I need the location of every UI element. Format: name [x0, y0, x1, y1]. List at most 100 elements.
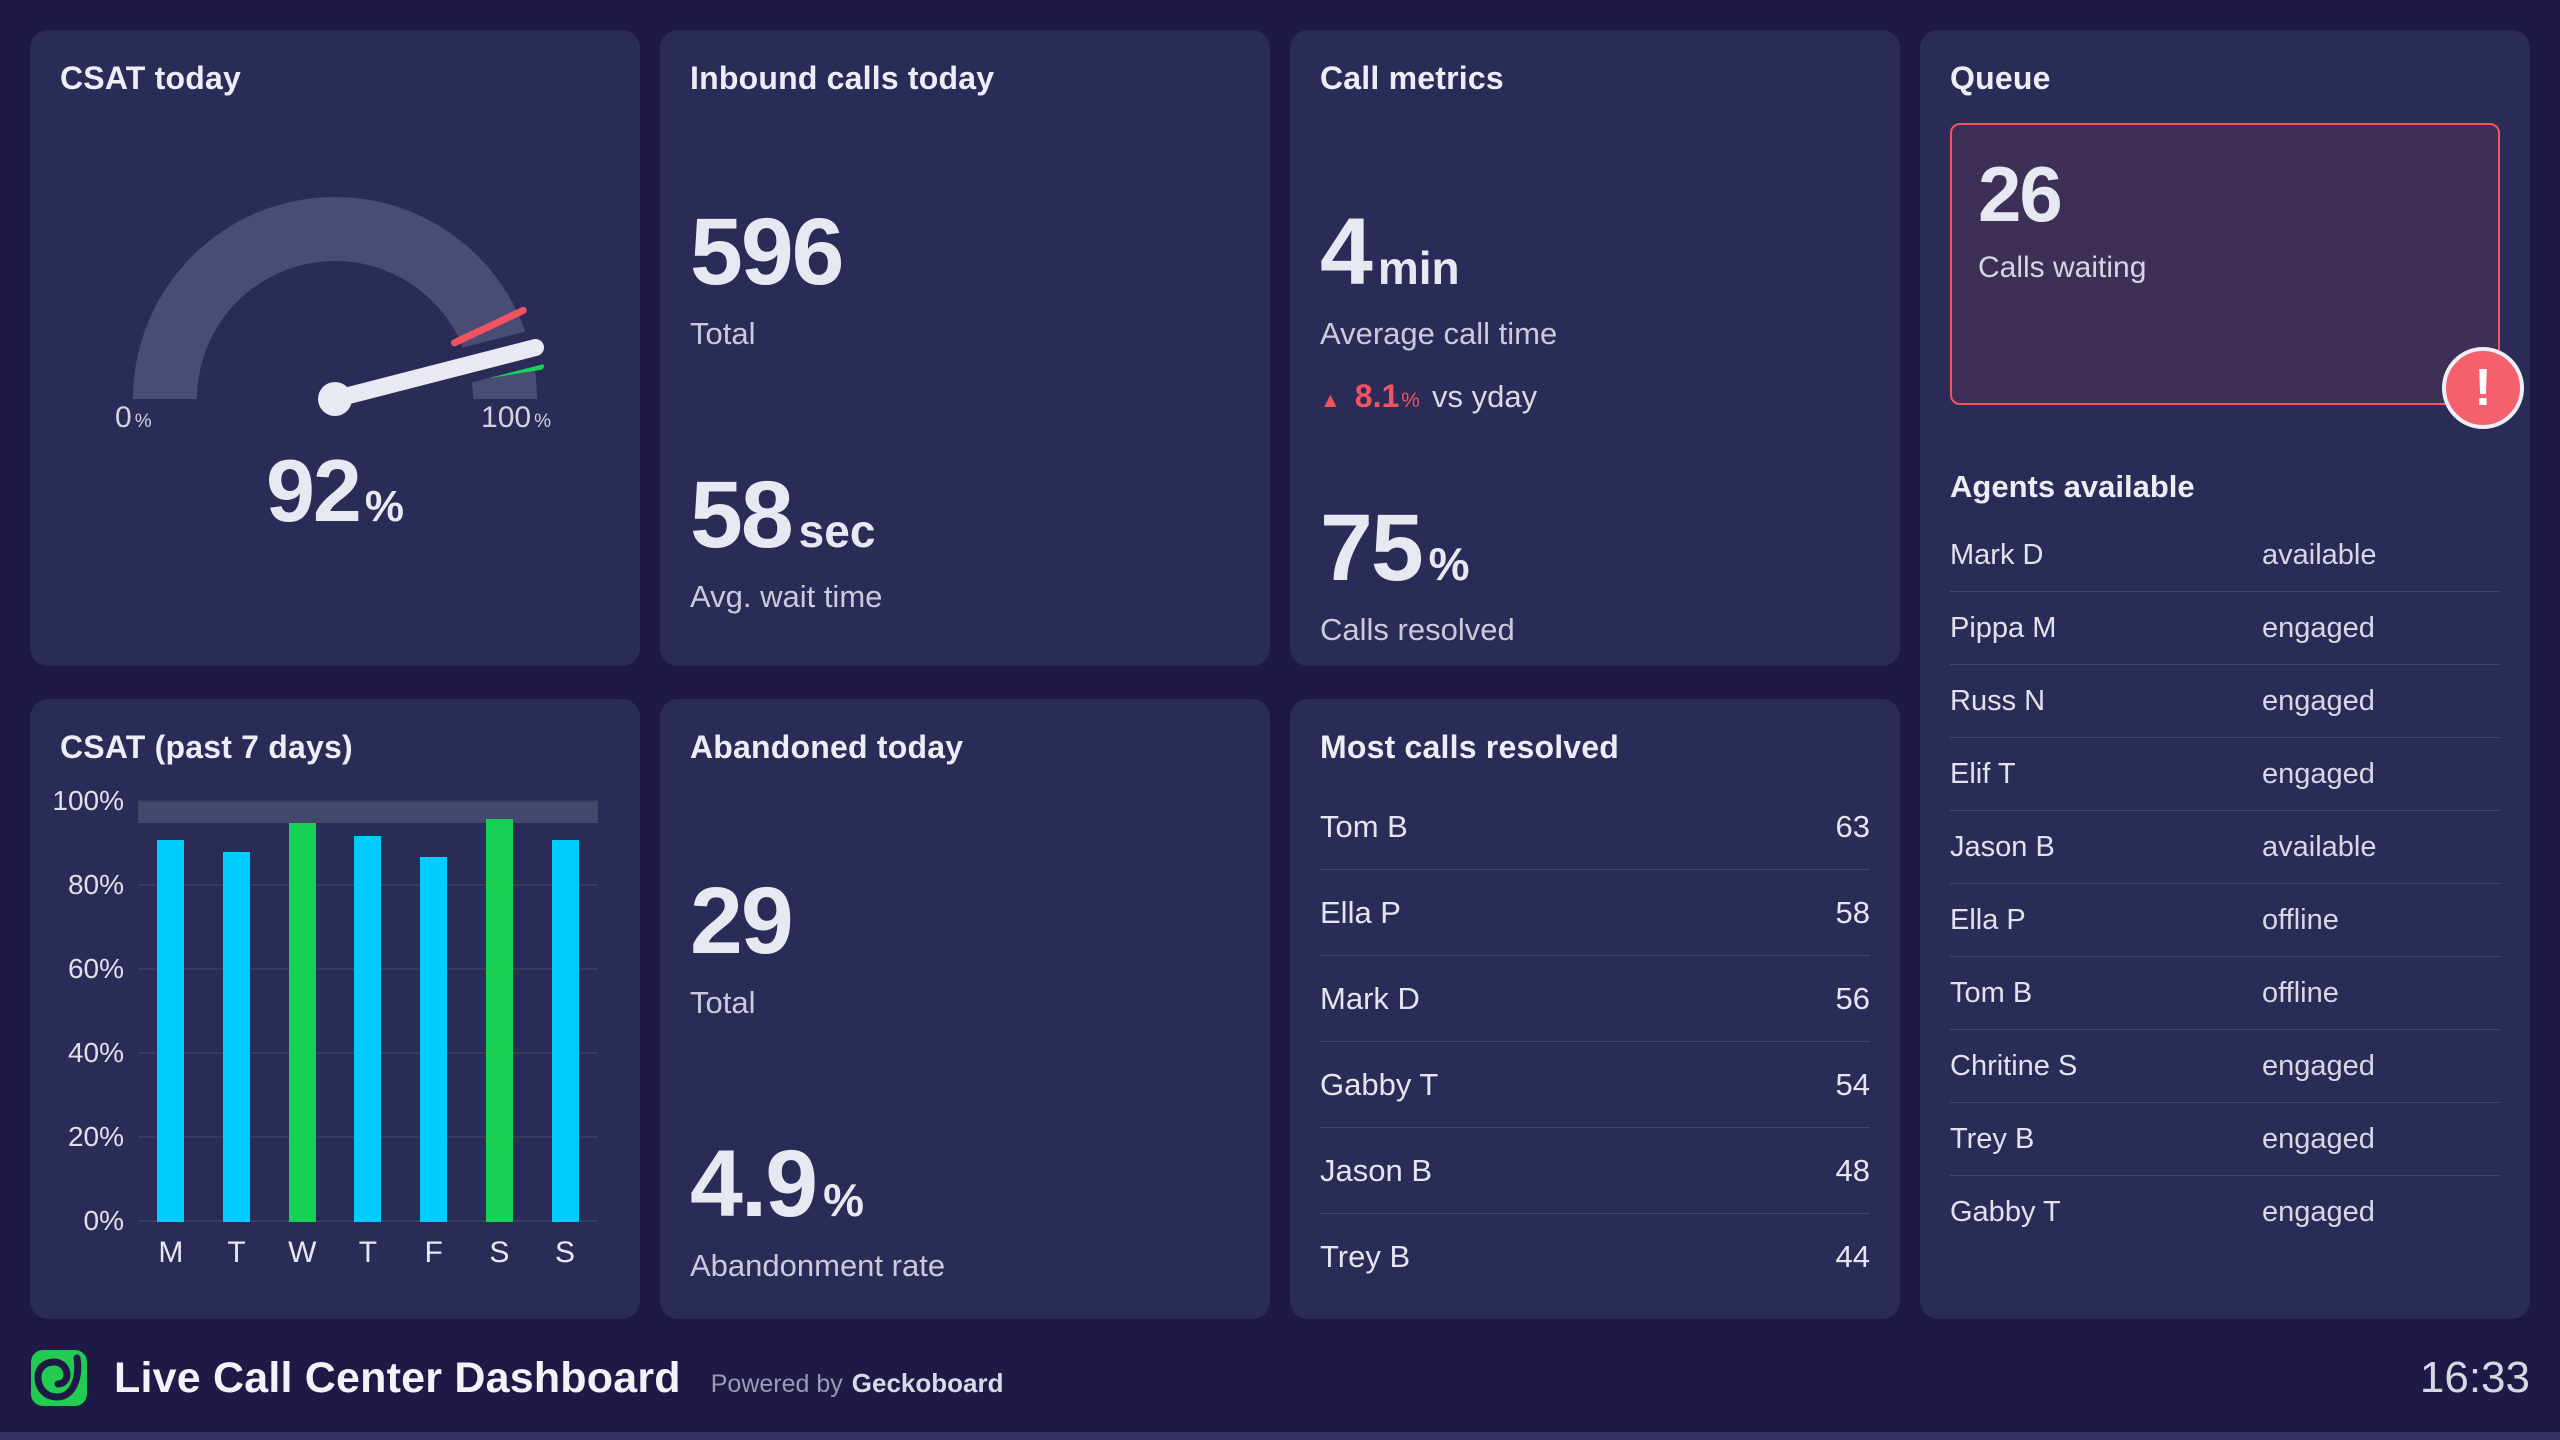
resolved-unit: % [1428, 538, 1470, 590]
bar [288, 823, 316, 1222]
geckoboard-logo-icon [31, 1350, 87, 1406]
y-axis-label: 100% [52, 785, 124, 816]
y-axis-label: 80% [67, 869, 124, 900]
card-title: Inbound calls today [690, 60, 995, 96]
resolved-count: 63 [1835, 808, 1870, 844]
delta-vs-yesterday: ▲ 8.1 % vs yday [1320, 378, 1870, 415]
x-axis-label: T [227, 1236, 246, 1269]
agent-row: Gabby T engaged [1950, 1176, 2500, 1248]
resolved-row: Jason B 48 [1320, 1128, 1870, 1214]
agent-status: engaged [2262, 1195, 2375, 1228]
resolved-row: Tom B 63 [1320, 784, 1870, 870]
calls-waiting-value: 26 [1978, 150, 2063, 238]
most-calls-list: Tom B 63 Ella P 58 Mark D 56 Gabby T 54 Jason B 4… [1320, 784, 1870, 1299]
bar [157, 839, 185, 1222]
card-title: Most calls resolved [1320, 729, 1620, 765]
footer-text: Live Call Center Dashboard Powered by Ge… [114, 1354, 1004, 1403]
goal-band [138, 802, 598, 823]
agent-name: Elif T [1950, 757, 2016, 790]
agent-name: Pippa M [1950, 611, 2057, 644]
agent-status: engaged [2262, 1049, 2375, 1082]
x-axis-label: W [288, 1236, 317, 1269]
resolved-value: 75 [1320, 495, 1424, 601]
y-axis-label: 0% [83, 1205, 124, 1236]
bar [420, 856, 448, 1222]
resolved-label: Calls resolved [1320, 612, 1515, 647]
gauge-hub [318, 382, 352, 416]
agent-status: engaged [2262, 611, 2375, 644]
resolved-row: Trey B 44 [1320, 1214, 1870, 1299]
resolved-agent-name: Ella P [1320, 894, 1401, 930]
resolved-count: 54 [1835, 1066, 1870, 1102]
inbound-total-stat: 596 Total [690, 205, 1240, 352]
agent-status: offline [2262, 976, 2339, 1009]
x-axis-label: S [489, 1236, 510, 1269]
resolved-count: 44 [1835, 1238, 1870, 1274]
abandoned-total-stat: 29 Total [690, 874, 1240, 1021]
agent-status: available [2262, 538, 2377, 571]
queue-card: Queue 26 Calls waiting ! Agents availabl… [1920, 30, 2530, 1319]
card-title: Call metrics [1320, 60, 1504, 96]
calls-waiting-label: Calls waiting [1978, 251, 2147, 284]
avg-call-value: 4 [1320, 199, 1373, 305]
bar [223, 852, 251, 1222]
agent-row: Chritine S engaged [1950, 1030, 2500, 1103]
agent-name: Mark D [1950, 538, 2044, 571]
abandoned-card: Abandoned today 29 Total 4.9 % Abandonme… [660, 699, 1270, 1319]
card-title: Queue [1950, 60, 2051, 96]
agents-available-title: Agents available [1950, 469, 2195, 504]
delta-value: 8.1 [1354, 378, 1400, 414]
powered-by-brand: Geckoboard [851, 1367, 1004, 1398]
gauge-value: 92% [265, 441, 404, 540]
wait-unit: sec [798, 505, 876, 557]
resolved-agent-name: Tom B [1320, 808, 1408, 844]
agent-name: Trey B [1950, 1122, 2035, 1155]
agent-name: Russ N [1950, 684, 2046, 717]
y-axis-label: 20% [67, 1121, 124, 1152]
abandoned-total-label: Total [690, 985, 756, 1020]
calls-resolved-stat: 75 % Calls resolved [1320, 501, 1870, 648]
abandon-rate-unit: % [823, 1174, 864, 1226]
agent-row: Tom B offline [1950, 957, 2500, 1030]
agent-status: engaged [2262, 684, 2375, 717]
agent-row: Jason B available [1950, 811, 2500, 884]
resolved-count: 56 [1835, 980, 1870, 1016]
avg-call-unit: min [1377, 242, 1460, 294]
gauge-max-label: 100% [481, 401, 551, 434]
agent-row: Trey B engaged [1950, 1103, 2500, 1176]
powered-by-label: Powered by [710, 1369, 843, 1398]
resolved-agent-name: Jason B [1320, 1152, 1433, 1188]
agent-name: Tom B [1950, 976, 2033, 1009]
wait-label: Avg. wait time [690, 579, 883, 614]
x-axis-label: M [158, 1236, 184, 1269]
delta-up-icon: ▲ [1320, 389, 1341, 412]
gauge-needle [326, 339, 544, 408]
agents-list: Mark D available Pippa M engaged Russ N engag… [1950, 519, 2500, 1248]
gauge-threshold-tick [450, 306, 527, 347]
dashboard-title: Live Call Center Dashboard [114, 1353, 681, 1402]
abandon-rate-value: 4.9 [690, 1131, 818, 1237]
x-axis-label: T [358, 1236, 378, 1269]
y-axis-label: 40% [67, 1037, 124, 1068]
resolved-row: Ella P 58 [1320, 870, 1870, 956]
bar [354, 835, 382, 1222]
agent-row: Elif T engaged [1950, 738, 2500, 811]
agent-name: Gabby T [1950, 1195, 2061, 1228]
bottom-strip [0, 1432, 2560, 1440]
avg-call-label: Average call time [1320, 316, 1558, 351]
bar [551, 839, 579, 1222]
agent-row: Russ N engaged [1950, 665, 2500, 738]
card-title: CSAT today [60, 60, 241, 96]
resolved-count: 58 [1835, 894, 1870, 930]
bar [485, 818, 513, 1222]
resolved-row: Mark D 56 [1320, 956, 1870, 1042]
gauge-min-label: 0% [115, 401, 152, 434]
x-axis-label: S [555, 1236, 576, 1269]
delta-text: vs yday [1431, 379, 1538, 414]
abandoned-total-value: 29 [690, 868, 794, 974]
most-calls-resolved-card: Most calls resolved Tom B 63 Ella P 58 Mark … [1290, 699, 1900, 1319]
gridline: 100% [52, 785, 598, 816]
resolved-count: 48 [1835, 1152, 1870, 1188]
footer: Live Call Center Dashboard Powered by Ge… [30, 1332, 2530, 1424]
